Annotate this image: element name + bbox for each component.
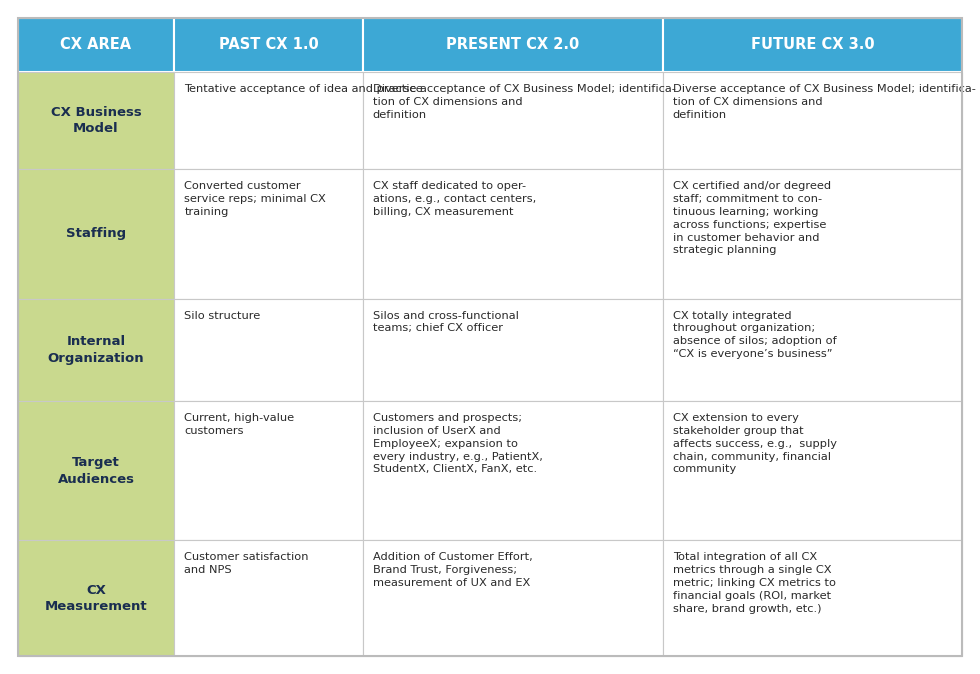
Bar (174, 18, 363, 72)
Text: Staffing: Staffing (66, 227, 126, 241)
Bar (363, 299, 662, 401)
Bar (662, 299, 962, 401)
Text: Silo structure: Silo structure (184, 311, 261, 321)
Bar (363, 72, 662, 169)
Bar (662, 18, 962, 72)
Text: Tentative acceptance of idea and practice: Tentative acceptance of idea and practic… (184, 84, 423, 94)
Bar (363, 18, 662, 72)
Bar (174, 169, 363, 299)
Bar (18, 169, 174, 299)
Text: Converted customer
service reps; minimal CX
training: Converted customer service reps; minimal… (184, 181, 326, 217)
Text: CX totally integrated
throughout organization;
absence of silos; adoption of
“CX: CX totally integrated throughout organiz… (672, 311, 836, 359)
Text: Target
Audiences: Target Audiences (58, 456, 134, 485)
Text: Diverse acceptance of CX Business Model; identifica-
tion of CX dimensions and
d: Diverse acceptance of CX Business Model;… (372, 84, 676, 119)
Text: Diverse acceptance of CX Business Model; identifica-
tion of CX dimensions and
d: Diverse acceptance of CX Business Model;… (672, 84, 975, 119)
Text: Total integration of all CX
metrics through a single CX
metric; linking CX metri: Total integration of all CX metrics thro… (672, 553, 836, 613)
Bar (18, 299, 174, 401)
Text: CX Business
Model: CX Business Model (51, 106, 141, 135)
Text: CX staff dedicated to oper-
ations, e.g., contact centers,
billing, CX measureme: CX staff dedicated to oper- ations, e.g.… (372, 181, 536, 217)
Bar (363, 401, 662, 541)
Text: CX AREA: CX AREA (61, 37, 131, 53)
Text: CX
Measurement: CX Measurement (45, 584, 147, 613)
Bar (174, 299, 363, 401)
Text: Addition of Customer Effort,
Brand Trust, Forgiveness;
measurement of UX and EX: Addition of Customer Effort, Brand Trust… (372, 553, 532, 588)
Bar (363, 169, 662, 299)
Bar (174, 401, 363, 541)
Text: FUTURE CX 3.0: FUTURE CX 3.0 (751, 37, 874, 53)
Text: Customer satisfaction
and NPS: Customer satisfaction and NPS (184, 553, 309, 575)
Text: Silos and cross-functional
teams; chief CX officer: Silos and cross-functional teams; chief … (372, 311, 518, 334)
Bar (662, 401, 962, 541)
Text: PRESENT CX 2.0: PRESENT CX 2.0 (446, 37, 579, 53)
Bar (174, 541, 363, 656)
Text: CX extension to every
stakeholder group that
affects success, e.g.,  supply
chai: CX extension to every stakeholder group … (672, 413, 837, 474)
Bar (662, 541, 962, 656)
Bar (363, 541, 662, 656)
Bar (662, 72, 962, 169)
Bar (662, 169, 962, 299)
Bar (18, 541, 174, 656)
Text: Customers and prospects;
inclusion of UserX and
EmployeeX; expansion to
every in: Customers and prospects; inclusion of Us… (372, 413, 543, 474)
Bar (18, 72, 174, 169)
Text: Current, high-value
customers: Current, high-value customers (184, 413, 294, 436)
Text: CX certified and/or degreed
staff; commitment to con-
tinuous learning; working
: CX certified and/or degreed staff; commi… (672, 181, 831, 255)
Bar (174, 72, 363, 169)
Text: PAST CX 1.0: PAST CX 1.0 (219, 37, 318, 53)
Bar (18, 401, 174, 541)
Bar (18, 18, 174, 72)
Text: Internal
Organization: Internal Organization (48, 335, 144, 365)
